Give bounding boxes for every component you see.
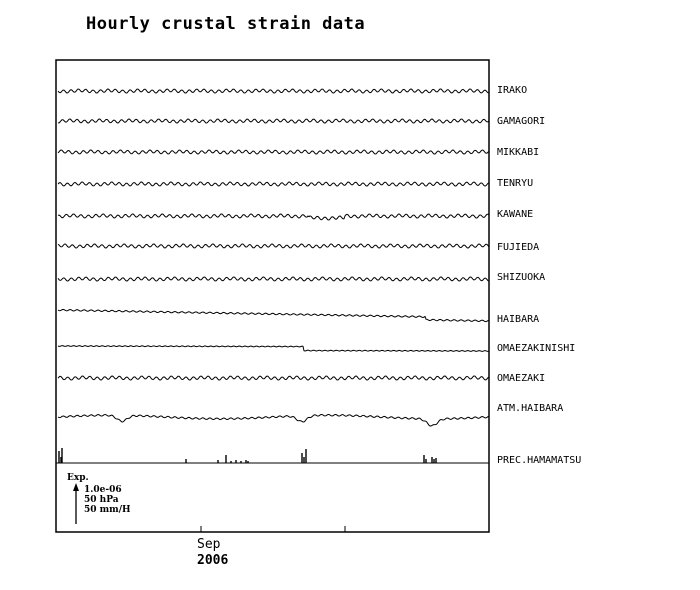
scale-legend-strain: 1.0e-06 (84, 485, 122, 495)
series-line-omaezakinishi (57, 345, 490, 352)
series-label-haibara: HAIBARA (497, 314, 540, 325)
series-label-omaezakinishi: OMAEZAKINISHI (497, 343, 576, 354)
series-label-prec-hamamatsu: PREC.HAMAMATSU (497, 455, 582, 466)
series-label-tenryu: TENRYU (497, 178, 534, 189)
series-label-atm-haibara: ATM.HAIBARA (497, 403, 564, 414)
series-label-gamagori: GAMAGORI (497, 116, 546, 127)
series-label-shizuoka: SHIZUOKA (497, 272, 546, 283)
series-label-fujieda: FUJIEDA (497, 242, 540, 253)
series-line-atm-haibara (57, 413, 490, 427)
series-label-mikkabi: MIKKABI (497, 147, 540, 158)
plot-frame (55, 59, 490, 533)
series-label-omaezaki: OMAEZAKI (497, 373, 546, 384)
x-year-label: 2006 (197, 553, 229, 568)
series-line-shizuoka (57, 276, 490, 282)
series-label-irako: IRAKO (497, 85, 528, 96)
scale-legend-precip: 50 mm/H (84, 505, 131, 515)
scale-arrow-head (73, 483, 79, 491)
series-line-mikkabi (57, 149, 490, 155)
series-line-haibara (57, 308, 490, 323)
series-label-kawane: KAWANE (497, 209, 534, 220)
series-line-irako (57, 88, 490, 94)
series-line-omaezaki (57, 375, 490, 381)
series-line-tenryu (57, 181, 490, 187)
scale-legend-pressure: 50 hPa (84, 495, 119, 505)
scale-legend-label: Exp. (67, 473, 89, 483)
series-line-gamagori (57, 118, 490, 124)
series-line-fujieda (57, 243, 490, 249)
x-tick-label: Sep (197, 537, 221, 552)
chart-title: Hourly crustal strain data (86, 14, 366, 34)
series-line-kawane (57, 213, 490, 221)
